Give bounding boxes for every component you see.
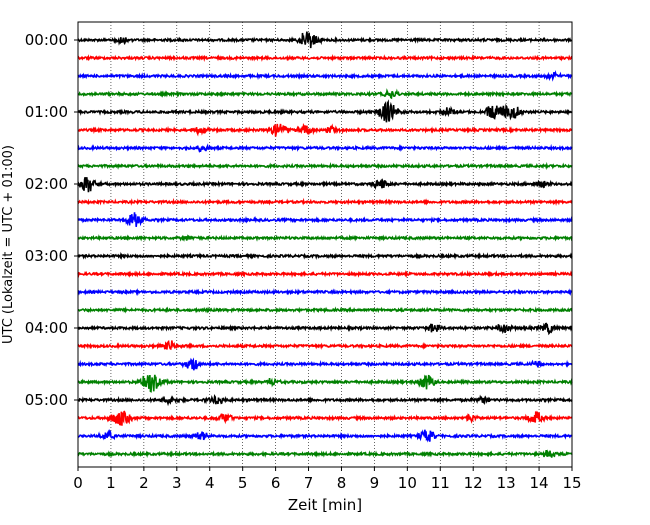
- x-tick-label: 10: [398, 474, 417, 492]
- x-tick-label: 0: [73, 474, 83, 492]
- trace-0215: [77, 197, 573, 206]
- x-tick-label: 8: [337, 474, 347, 492]
- y-tick-label: 04:00: [25, 319, 68, 337]
- y-ticks: 00:00 01:00 02:00 03:00 04:00 05:00: [25, 31, 78, 409]
- x-tick-label: 4: [205, 474, 215, 492]
- x-axis-label: Zeit [min]: [288, 496, 362, 514]
- x-tick-label: 14: [530, 474, 549, 492]
- y-axis-label: UTC (Lokalzeit = UTC + 01:00): [1, 145, 16, 344]
- trace-0200: [77, 177, 573, 193]
- x-tick-label: 3: [172, 474, 182, 492]
- x-tick-label: 6: [271, 474, 281, 492]
- trace-0430: [77, 357, 573, 371]
- trace-0500: [77, 394, 573, 407]
- trace-0330: [77, 288, 573, 297]
- trace-0230: [77, 212, 573, 227]
- x-tick-label: 9: [370, 474, 380, 492]
- trace-0445: [77, 374, 573, 393]
- y-tick-label: 02:00: [25, 175, 68, 193]
- plot-frame: [77, 21, 573, 468]
- trace-0130: [77, 143, 573, 154]
- trace-0515: [77, 410, 573, 426]
- trace-0045: [77, 88, 573, 100]
- trace-0415: [77, 339, 573, 351]
- trace-0015: [77, 54, 573, 62]
- y-tick-label: 01:00: [25, 103, 68, 121]
- x-ticks: 0 1 2 3 4 5 6 7 8 9 10 11 12 13 14 15: [73, 467, 582, 492]
- y-tick-label: 05:00: [25, 391, 68, 409]
- x-tick-label: 2: [139, 474, 149, 492]
- x-tick-label: 5: [238, 474, 248, 492]
- x-tick-label: 1: [106, 474, 116, 492]
- x-tick-label: 7: [304, 474, 314, 492]
- trace-0100: [77, 99, 573, 123]
- trace-0315: [77, 269, 573, 279]
- trace-0145: [77, 161, 573, 171]
- trace-0030: [77, 70, 573, 82]
- x-tick-label: 13: [497, 474, 516, 492]
- trace-0345: [77, 306, 573, 314]
- trace-0245: [77, 234, 573, 242]
- trace-0000: [77, 31, 573, 49]
- trace-0530: [77, 429, 573, 443]
- trace-0115: [77, 122, 573, 137]
- trace-layer: [77, 31, 573, 458]
- x-tick-label: 12: [464, 474, 483, 492]
- x-tick-label: 11: [431, 474, 450, 492]
- y-tick-label: 00:00: [25, 31, 68, 49]
- trace-0400: [77, 322, 573, 336]
- x-tick-label: 15: [562, 474, 581, 492]
- grid-lines: [110, 22, 540, 467]
- y-tick-label: 03:00: [25, 247, 68, 265]
- trace-0300: [77, 251, 573, 261]
- trace-0545: [77, 449, 573, 458]
